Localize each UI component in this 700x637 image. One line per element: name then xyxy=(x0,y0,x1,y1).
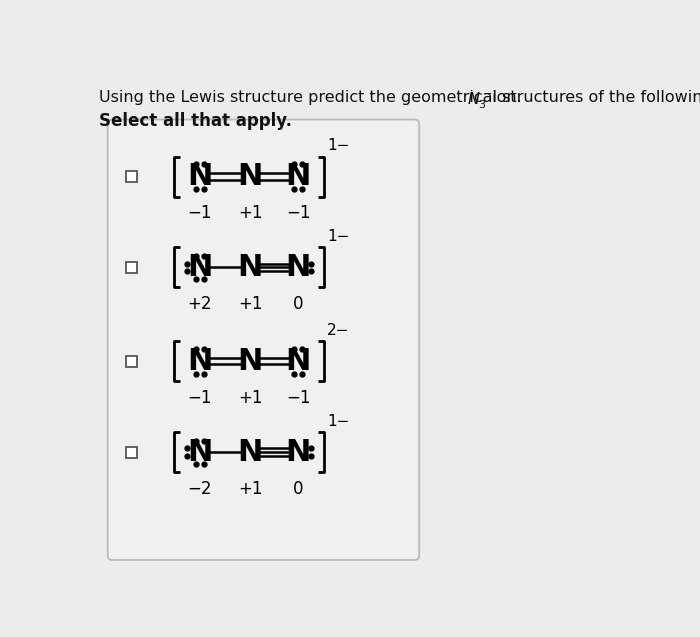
Text: −1: −1 xyxy=(286,389,311,407)
Text: +1: +1 xyxy=(238,295,262,313)
Text: N: N xyxy=(237,438,263,467)
Text: −1: −1 xyxy=(286,204,311,222)
Text: −1: −1 xyxy=(188,204,212,222)
Text: N: N xyxy=(286,438,311,467)
Text: 0: 0 xyxy=(293,295,304,313)
Text: 1−: 1− xyxy=(327,414,349,429)
Text: N: N xyxy=(237,253,263,282)
Bar xyxy=(126,356,137,367)
Text: +1: +1 xyxy=(238,480,262,498)
FancyBboxPatch shape xyxy=(108,120,419,560)
Bar xyxy=(126,447,137,457)
Text: 2−: 2− xyxy=(327,323,349,338)
Text: N: N xyxy=(237,347,263,376)
Text: +2: +2 xyxy=(188,295,212,313)
Text: +1: +1 xyxy=(238,204,262,222)
Text: −1: −1 xyxy=(188,389,212,407)
Text: $N_3^-$: $N_3^-$ xyxy=(468,90,493,111)
Bar xyxy=(126,171,137,182)
Text: Select all that apply.: Select all that apply. xyxy=(99,112,292,130)
Text: 1−: 1− xyxy=(327,138,349,154)
Text: N: N xyxy=(286,253,311,282)
Text: N: N xyxy=(286,347,311,376)
Text: N: N xyxy=(187,253,213,282)
Text: N: N xyxy=(237,162,263,191)
Text: +1: +1 xyxy=(238,389,262,407)
Text: N: N xyxy=(187,347,213,376)
Text: ion.: ion. xyxy=(486,90,522,105)
Bar xyxy=(126,262,137,273)
Text: 0: 0 xyxy=(293,480,304,498)
Text: N: N xyxy=(187,438,213,467)
Text: Using the Lewis structure predict the geometrical structures of the following io: Using the Lewis structure predict the ge… xyxy=(99,90,700,105)
Text: N: N xyxy=(187,162,213,191)
Text: −2: −2 xyxy=(188,480,212,498)
Text: N: N xyxy=(286,162,311,191)
Text: 1−: 1− xyxy=(327,229,349,245)
